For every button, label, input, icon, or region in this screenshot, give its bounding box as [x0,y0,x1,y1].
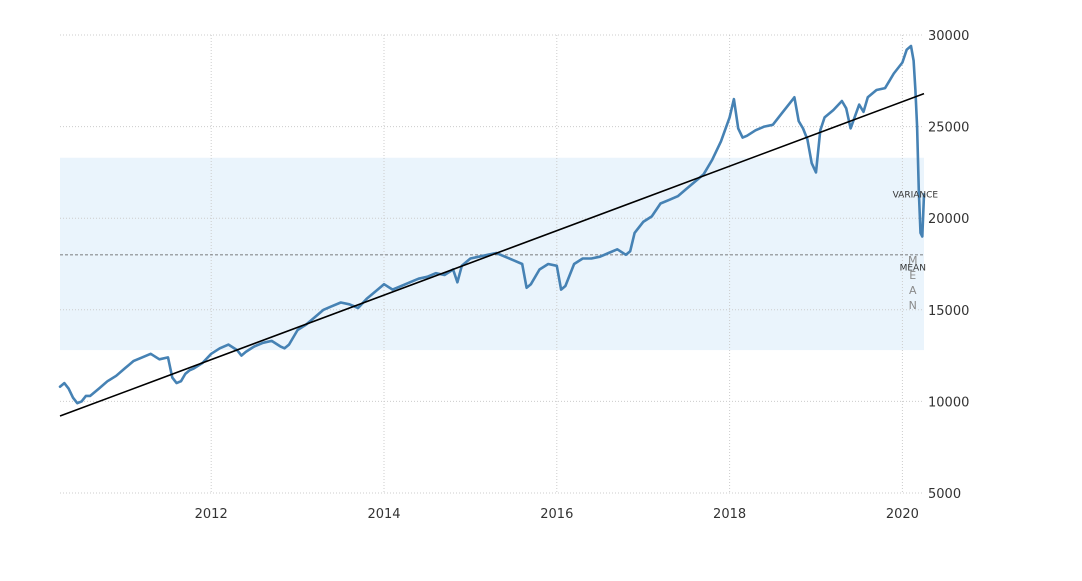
x-tick-label: 2020 [886,507,919,522]
vertical-mean-letter: E [909,269,916,282]
x-tick-label: 2012 [195,507,228,522]
y-tick-label: 10000 [928,395,969,410]
y-tick-label: 5000 [928,487,961,502]
y-tick-layer: 5000 10000 15000 20000 25000 30000 [928,29,969,502]
y-tick-label: 25000 [928,121,969,136]
vertical-mean-letter: A [909,284,917,297]
y-tick-label: 30000 [928,29,969,44]
x-tick-label: 2018 [713,507,746,522]
series-layer [58,44,926,405]
y-tick-label: 15000 [928,304,969,319]
series-line-index [58,44,926,405]
vertical-mean-letter: N [909,299,917,312]
annotation-mean: MEAN [900,264,926,274]
x-tick-label: 2016 [540,507,573,522]
grid-layer [60,34,924,494]
y-tick-label: 20000 [928,212,969,227]
x-tick-label: 2014 [367,507,400,522]
annotation-variance: VARIANCE [893,190,939,200]
x-tick-layer: 2012 2014 2016 2018 2020 [195,507,919,522]
vertical-mean-letter: M [908,254,918,267]
trend-line [59,92,925,417]
trend-layer [59,92,925,417]
